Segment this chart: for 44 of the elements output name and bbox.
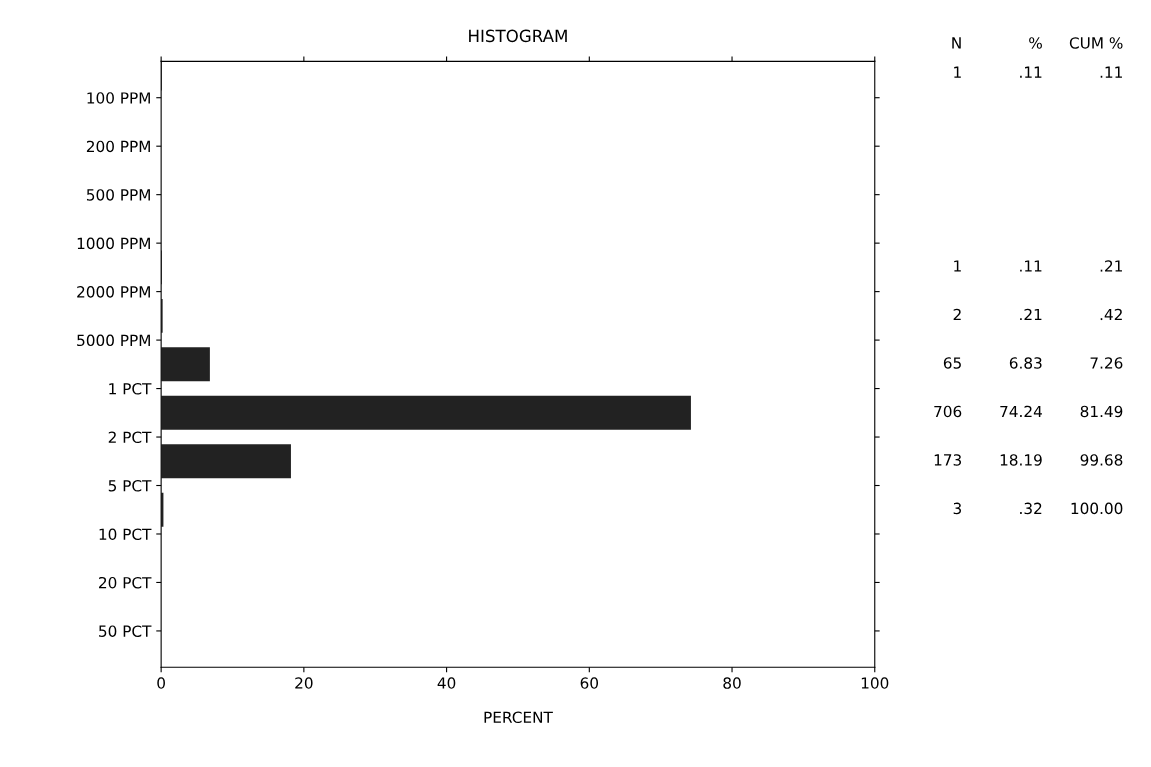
text: .32 xyxy=(1020,502,1042,515)
y-tick-label: 20 PCT xyxy=(99,576,152,589)
text: 1 xyxy=(954,260,961,272)
y-tick-label: 500 PPM xyxy=(86,189,150,201)
x-tick-label: 0 xyxy=(157,677,165,689)
text: 2 xyxy=(953,308,961,321)
y-tick-label: 200 PPM xyxy=(86,140,150,153)
text: 99.68 xyxy=(1080,454,1123,466)
y-tick-label: 100 PPM xyxy=(87,92,150,104)
x-tick-label: 40 xyxy=(437,677,456,689)
text: 7.26 xyxy=(1090,357,1123,369)
x-tick-label: 20 xyxy=(295,677,313,689)
chart-title: HISTOGRAM xyxy=(469,29,567,43)
y-tick-label: 5000 PPM xyxy=(77,334,150,347)
text: 65 xyxy=(943,357,961,369)
y-tick-label: 10 PCT xyxy=(99,528,152,541)
category-label: % xyxy=(1029,37,1042,49)
text: 6.83 xyxy=(1009,357,1042,369)
x-tick-label: 60 xyxy=(580,677,599,689)
y-tick-label: 50 PCT xyxy=(99,625,152,637)
text: .21 xyxy=(1020,308,1042,321)
text: .11 xyxy=(1020,66,1042,78)
text: .11 xyxy=(1020,260,1042,272)
y-tick-label: 2000 PPM xyxy=(77,286,150,298)
y-tick-label: 2 PCT xyxy=(108,431,152,444)
text: 81.49 xyxy=(1080,405,1123,418)
text: 1 xyxy=(954,66,961,78)
text: .11 xyxy=(1100,66,1122,78)
text: 173 xyxy=(934,454,962,466)
category-label: N xyxy=(952,37,961,49)
x-tick-label: 100 xyxy=(861,677,889,689)
y-tick-label: 1 PCT xyxy=(109,383,152,395)
category-label: CUM % xyxy=(1069,37,1123,49)
text: 18.19 xyxy=(1000,454,1042,466)
text: .21 xyxy=(1100,260,1122,272)
x-axis-title: PERCENT xyxy=(484,711,553,724)
text: 3 xyxy=(953,502,962,515)
text: 74.24 xyxy=(1000,405,1042,418)
text: 706 xyxy=(934,405,962,418)
y-tick-label: 1000 PPM xyxy=(77,237,150,250)
text: .42 xyxy=(1100,308,1122,321)
text: 100.00 xyxy=(1071,502,1123,515)
x-tick-label: 80 xyxy=(723,677,741,689)
y-tick-label: 5 PCT xyxy=(108,479,152,492)
